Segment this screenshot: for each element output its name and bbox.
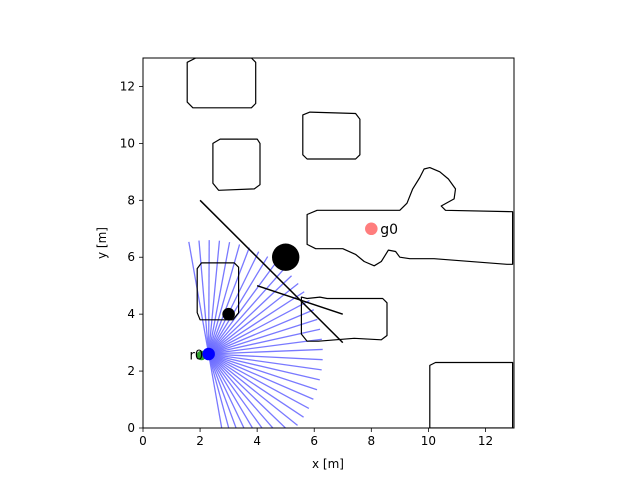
y-tick-label: 0 [127,421,135,435]
plot-frame [142,57,515,429]
y-tick-label: 2 [127,364,135,378]
obstacle-small-left [196,262,240,321]
y-tick-label: 6 [127,250,135,264]
large-obstacle-dot [271,243,300,271]
y-tick-label: 10 [120,136,135,150]
lidar-ray [208,353,230,428]
x-axis-label: x [m] [312,457,344,471]
lidar-ray [208,353,237,428]
lidar-ray [188,241,210,355]
lidar-ray [207,353,223,428]
lidar-ray [208,353,304,418]
lidar-ray [208,353,274,428]
x-tick-label: 0 [139,434,147,448]
short-line [256,284,344,315]
goal-label: g0 [380,222,398,238]
lidar-ray [208,353,245,428]
obstacle-top-left [186,58,257,109]
lidar-ray [208,299,310,355]
lidar-ray [208,251,260,355]
lidar-ray [208,353,298,426]
obstacle-center [300,296,388,342]
x-tick-label: 8 [367,434,375,448]
lidar-ray [207,240,210,355]
x-tick-label: 2 [196,434,204,448]
lidar-ray [208,338,322,355]
y-axis-label: y [m] [95,227,109,259]
obstacle-mid-left [212,138,261,191]
x-tick-label: 12 [478,434,493,448]
robot-start-label: r0 [190,348,204,363]
small-obstacle-dot [222,307,235,321]
lidar-ray [208,353,310,410]
lidar-ray [208,353,318,391]
lidar-ray [208,291,305,355]
lidar-ray [208,353,263,428]
goal-marker [365,222,378,236]
lidar-ray [208,353,320,381]
lidar-ray [208,247,250,355]
lidar-ray [208,309,315,355]
y-tick-label: 8 [127,193,135,207]
y-tick-label: 4 [127,307,135,321]
x-tick-label: 6 [310,434,318,448]
lidar-ray [208,353,254,428]
lidar-ray [208,261,277,355]
lidar-ray [208,353,322,371]
x-tick-label: 10 [421,434,436,448]
obstacle-bottom-right [429,361,514,428]
obstacle-top-middle [302,111,361,160]
lidar-ray [207,240,221,355]
lidar-ray [208,353,314,400]
lidar-ray [208,353,287,428]
lidar-ray [208,348,323,355]
lidar-ray [208,282,299,355]
lidar-ray [208,318,318,355]
obstacle-large-right [306,167,514,267]
x-tick-label: 4 [253,434,261,448]
lidar-ray [208,275,292,355]
lidar-ray [208,353,323,361]
robot-marker [202,347,215,361]
long-diagonal-line [199,199,344,344]
lidar-ray [198,240,210,355]
lidar-ray [207,241,231,355]
lidar-ray [208,268,285,355]
y-tick-label: 12 [120,79,135,93]
